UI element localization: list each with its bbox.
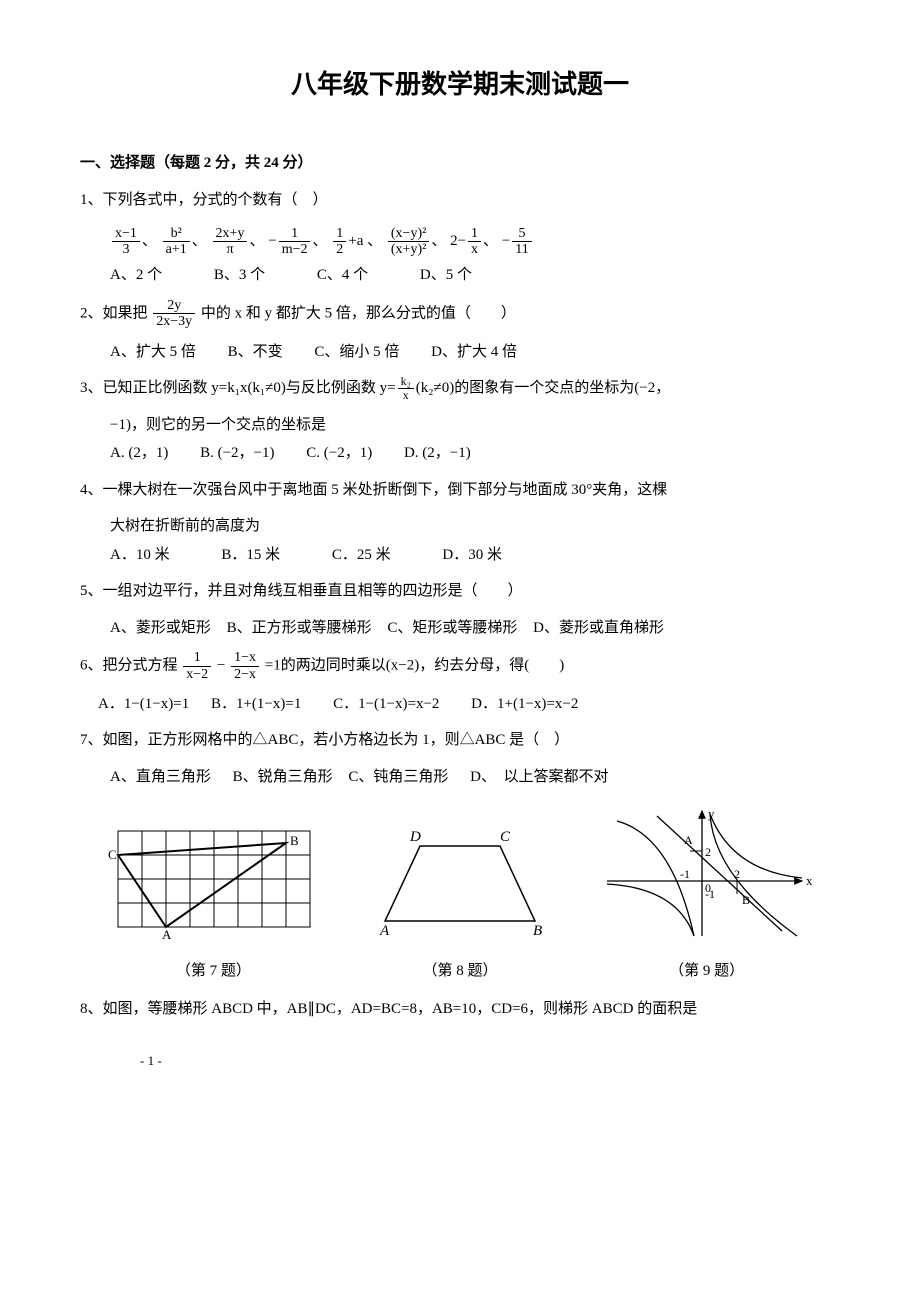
caption-q9: （第 9 题） [583,957,830,986]
q3-option-a: A. (2，1) [110,439,168,468]
q1-option-d: D、5 个 [420,261,472,290]
svg-text:2: 2 [705,845,711,859]
q7-options: A、直角三角形 B、锐角三角形 C、钝角三角形 D、 以上答案都不对 [80,763,840,792]
q2-option-d: D、扩大 4 倍 [431,338,517,367]
q5-option-b: B、正方形或等腰梯形 [227,614,372,643]
q4-option-d: D．30 米 [442,541,502,570]
question-6: 6、把分式方程 1x−2 − 1−x2−x =1的两边同时乘以(x−2)，约去分… [80,650,840,682]
q6-option-b: B．1+(1−x)=1 [211,690,301,719]
figure-q9: x y 2 2 -1 -1 0 A B [583,806,830,952]
q6-options: A．1−(1−x)=1 B．1+(1−x)=1 C．1−(1−x)=x−2 D．… [80,690,840,719]
q2-options: A、扩大 5 倍 B、不变 C、缩小 5 倍 D、扩大 4 倍 [80,338,840,367]
svg-text:D: D [409,829,421,845]
caption-q8: （第 8 题） [337,957,584,986]
svg-text:B: B [290,833,299,848]
question-2: 2、如果把 2y2x−3y 中的 x 和 y 都扩大 5 倍，那么分式的值（ ） [80,298,840,330]
q1-expressions: x−13、 b²a+1、 2x+yπ、 −1m−2、 12+a 、 (x−y)²… [80,222,840,261]
section-heading: 一、选择题（每题 2 分，共 24 分） [80,149,840,178]
q7-option-d: D、 以上答案都不对 [470,763,608,792]
question-7: 7、如图，正方形网格中的△ABC，若小方格边长为 1，则△ABC 是（ ） [80,726,840,755]
svg-text:y: y [708,806,715,821]
question-5: 5、一组对边平行，并且对角线互相垂直且相等的四边形是（ ） [80,577,840,606]
question-8: 8、如图，等腰梯形 ABCD 中，AB∥DC，AD=BC=8，AB=10，CD=… [80,995,840,1024]
svg-text:A: A [379,923,390,939]
q7-option-b: B、锐角三角形 [233,763,333,792]
q3-option-c: C. (−2，1) [306,439,372,468]
q6-option-c: C．1−(1−x)=x−2 [333,690,439,719]
q1-option-a: A、2 个 [110,261,162,290]
q6-option-a: A．1−(1−x)=1 [98,690,189,719]
svg-text:2: 2 [734,867,740,881]
figure-captions: （第 7 题） （第 8 题） （第 9 题） [80,957,840,986]
page-number: - 1 - [80,1049,840,1074]
q5-options: A、菱形或矩形 B、正方形或等腰梯形 C、矩形或等腰梯形 D、菱形或直角梯形 [80,614,840,643]
q2-option-a: A、扩大 5 倍 [110,338,196,367]
page-title: 八年级下册数学期末测试题一 [80,60,840,109]
svg-text:-1: -1 [680,867,690,881]
q4-option-c: C．25 米 [332,541,391,570]
svg-text:C: C [500,829,511,845]
question-3: 3、已知正比例函数 y=k₁x(k₁≠0)与反比例函数 y=k₂x(k₂≠0)的… [80,374,840,403]
q5-option-c: C、矩形或等腰梯形 [387,614,517,643]
q3-option-d: D. (2，−1) [404,439,471,468]
svg-text:B: B [742,893,750,907]
q4-options: A．10 米 B．15 米 C．25 米 D．30 米 [80,541,840,570]
q5-option-d: D、菱形或直角梯形 [533,614,664,643]
q7-option-a: A、直角三角形 [110,763,211,792]
figures-row: C B A A B C D [80,806,840,952]
q4-option-a: A．10 米 [110,541,170,570]
q3-options: A. (2，1) B. (−2，−1) C. (−2，1) D. (2，−1) [80,439,840,468]
svg-text:A: A [162,927,172,941]
q1-options: A、2 个 B、3 个 C、4 个 D、5 个 [80,261,840,290]
q3-option-b: B. (−2，−1) [200,439,274,468]
figure-q7: C B A [90,821,337,952]
q4-stem-cont: 大树在折断前的高度为 [80,512,840,541]
svg-text:A: A [684,833,693,847]
svg-text:0: 0 [705,881,711,895]
q1-option-c: C、4 个 [317,261,368,290]
q1-option-b: B、3 个 [214,261,265,290]
svg-text:x: x [806,873,812,888]
figure-q8: A B C D [337,821,584,952]
svg-text:B: B [533,923,542,939]
q2-option-b: B、不变 [228,338,283,367]
svg-text:C: C [108,847,117,862]
question-1: 1、下列各式中，分式的个数有（ ） [80,186,840,215]
q7-option-c: C、钝角三角形 [348,763,448,792]
q3-stem-cont: −1)，则它的另一个交点的坐标是 [80,411,840,440]
q4-option-b: B．15 米 [221,541,280,570]
q2-option-c: C、缩小 5 倍 [314,338,399,367]
question-4: 4、一棵大树在一次强台风中于离地面 5 米处折断倒下，倒下部分与地面成 30°夹… [80,476,840,505]
q6-option-d: D．1+(1−x)=x−2 [471,690,578,719]
q5-option-a: A、菱形或矩形 [110,614,211,643]
caption-q7: （第 7 题） [90,957,337,986]
